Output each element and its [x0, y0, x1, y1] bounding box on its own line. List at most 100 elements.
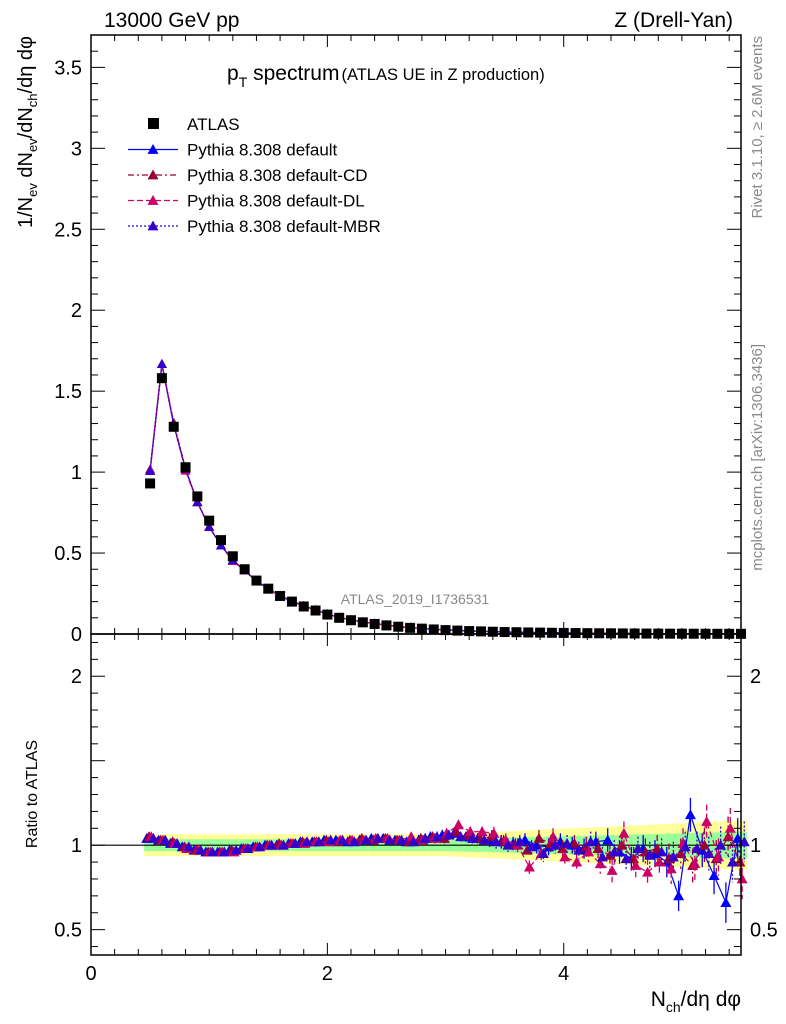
data-point — [227, 551, 238, 562]
x-tick-label: 0 — [85, 963, 96, 985]
ratio-y-axis-label: Ratio to ATLAS — [24, 740, 41, 848]
ratio-marker-3 — [573, 844, 585, 855]
ratio-marker-3 — [407, 836, 419, 847]
ratio-marker-3 — [561, 837, 573, 848]
ratio-marker-3 — [230, 844, 242, 855]
y-tick-label: 3.5 — [54, 57, 82, 79]
legend-label-1: Pythia 8.308 default-CD — [187, 166, 368, 185]
legend-marker-1 — [147, 169, 159, 180]
ratio-marker-2 — [642, 866, 654, 877]
data-point — [310, 605, 321, 616]
legend-label-0: Pythia 8.308 default — [187, 141, 338, 160]
ratio-marker-2 — [523, 861, 535, 872]
ratio-marker-3 — [277, 839, 289, 850]
ratio-marker-1 — [698, 839, 710, 850]
ratio-marker-2 — [476, 826, 488, 837]
header-left: 13000 GeV pp — [104, 9, 239, 32]
ratio-marker-3 — [195, 844, 207, 855]
data-point — [180, 462, 191, 473]
data-point — [452, 625, 463, 636]
series-marker-3 — [192, 497, 203, 507]
data-point — [393, 621, 404, 632]
data-point — [369, 618, 380, 629]
data-point — [381, 620, 392, 631]
ratio-marker-3 — [147, 832, 159, 843]
ratio-tick-label-right: 2 — [750, 666, 761, 688]
ratio-marker-3 — [667, 851, 679, 862]
series-marker-3 — [204, 521, 215, 531]
y-tick-label: 2.5 — [54, 219, 82, 241]
data-point — [204, 515, 215, 526]
data-point — [476, 626, 486, 637]
ratio-marker-3 — [502, 839, 514, 850]
data-point — [499, 627, 510, 638]
ratio-panel — [91, 797, 750, 923]
data-point — [298, 601, 309, 612]
ratio-marker-3 — [537, 848, 549, 859]
ratio-marker-3 — [360, 834, 372, 845]
data-point — [286, 596, 297, 607]
legend-marker-3 — [147, 220, 159, 231]
ratio-tick-label: 1 — [71, 835, 82, 857]
ratio-tick-label-right: 1 — [750, 835, 761, 857]
ratio-tick-label-right: 0.5 — [750, 920, 778, 942]
ratio-marker-3 — [443, 829, 455, 840]
ratio-marker-0 — [708, 870, 720, 880]
ratio-marker-3 — [632, 843, 644, 853]
ratio-marker-2 — [618, 827, 630, 838]
ratio-marker-2 — [582, 846, 594, 857]
ratio-tick-label: 2 — [71, 666, 82, 688]
ratio-marker-3 — [313, 836, 325, 847]
ratio-marker-0 — [684, 809, 696, 820]
ratio-marker-2 — [452, 819, 464, 830]
ratio-marker-1 — [592, 843, 604, 853]
x-axis-label: Nch/dη dφ — [651, 988, 741, 1015]
y-tick-label: 2 — [71, 300, 82, 322]
ratio-marker-2 — [606, 865, 618, 875]
legend-label-data: ATLAS — [187, 115, 240, 134]
ratio-marker-1 — [533, 832, 545, 843]
data-point — [251, 575, 262, 586]
y-tick-label: 1.5 — [54, 381, 82, 403]
data-point — [145, 478, 156, 489]
analysis-tag: ATLAS_2019_I1736531 — [341, 591, 490, 607]
ratio-marker-1 — [568, 837, 580, 848]
ratio-marker-3 — [514, 836, 526, 847]
header-right: Z (Drell-Yan) — [614, 9, 733, 32]
data-point — [263, 583, 274, 594]
data-point — [156, 373, 167, 384]
ratio-marker-3 — [596, 851, 608, 862]
data-point — [216, 535, 226, 546]
legend: ATLAS Pythia 8.308 default Pythia 8.308 de… — [128, 115, 381, 236]
y-axis-label: 1/Nev dNev/dNch/dη dφ — [15, 36, 40, 228]
ratio-marker-3 — [715, 839, 727, 850]
legend-marker-0 — [147, 144, 159, 154]
data-point — [168, 421, 179, 432]
ratio-frame — [90, 633, 742, 956]
data-point — [275, 590, 286, 601]
ratio-marker-0 — [602, 834, 614, 845]
ratio-marker-3 — [254, 841, 266, 852]
y-tick-label: 0.5 — [54, 543, 82, 565]
data-point — [192, 491, 203, 502]
data-point — [570, 628, 581, 639]
y-tick-label: 0 — [71, 624, 82, 646]
ratio-marker-0 — [673, 890, 685, 901]
ratio-marker-3 — [478, 834, 490, 845]
legend-marker-data — [148, 118, 159, 129]
ratio-marker-0 — [720, 897, 732, 908]
data-point — [523, 627, 534, 638]
ratio-marker-3 — [620, 853, 632, 864]
ratio-marker-3 — [644, 849, 656, 860]
ratio-marker-3 — [289, 837, 301, 848]
ratio-marker-3 — [171, 837, 183, 848]
ratio-marker-3 — [419, 832, 431, 843]
ratio-marker-3 — [549, 839, 561, 850]
ratio-marker-3 — [490, 836, 502, 847]
data-point — [428, 624, 439, 635]
rivet-version-text: Rivet 3.1.10, ≥ 2.6M events — [749, 36, 766, 219]
ratio-marker-3 — [372, 832, 384, 843]
ratio-marker-3 — [455, 831, 467, 842]
ratio-marker-3 — [431, 831, 443, 842]
